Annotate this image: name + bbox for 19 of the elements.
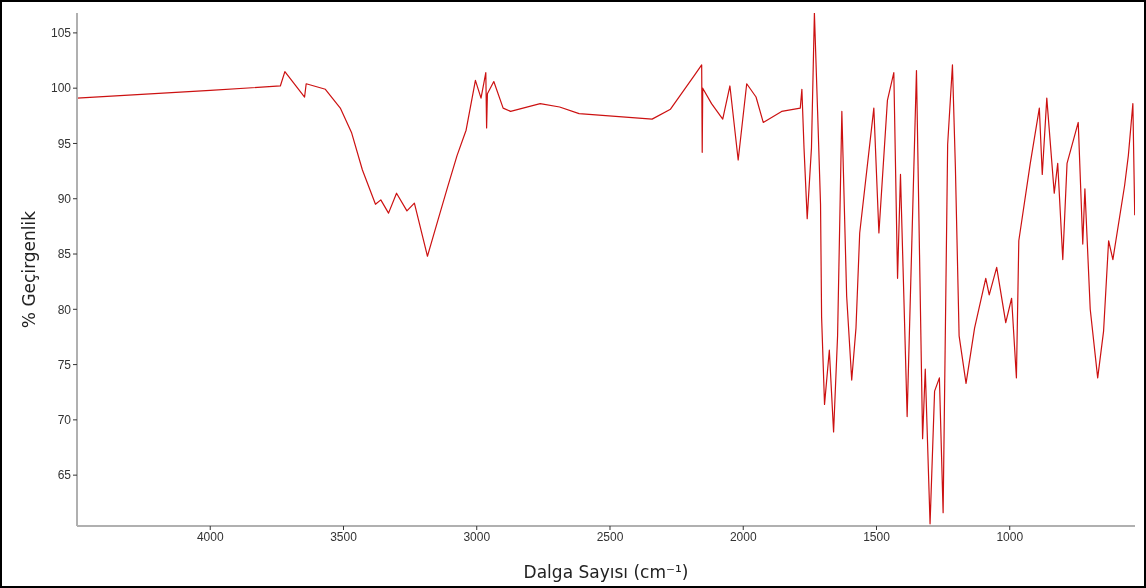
- x-tick-label: 1000: [996, 529, 1024, 544]
- x-axis-title: Dalga Sayısı (cm⁻¹): [523, 562, 689, 582]
- x-tick-label: 2500: [596, 529, 624, 544]
- x-tick-label: 3000: [463, 529, 491, 544]
- x-tick-label: 3500: [330, 529, 358, 544]
- x-tick-label: 1500: [863, 529, 891, 544]
- x-tick-label: 2000: [729, 529, 757, 544]
- y-tick-label: 80: [57, 302, 72, 317]
- y-tick-label: 65: [57, 468, 72, 483]
- y-tick-label: 70: [57, 413, 72, 428]
- y-tick-label: 95: [57, 136, 72, 151]
- y-tick-label: 100: [50, 81, 72, 96]
- y-tick-label: 90: [57, 192, 72, 206]
- y-tick-label: 75: [57, 357, 72, 372]
- y-tick-label: 85: [57, 247, 72, 262]
- x-tick-label: 4000: [196, 529, 224, 544]
- y-axis-title: % Geçirgenlik: [19, 210, 40, 329]
- y-tick-label: 105: [50, 26, 72, 41]
- line-series: [77, 13, 1135, 525]
